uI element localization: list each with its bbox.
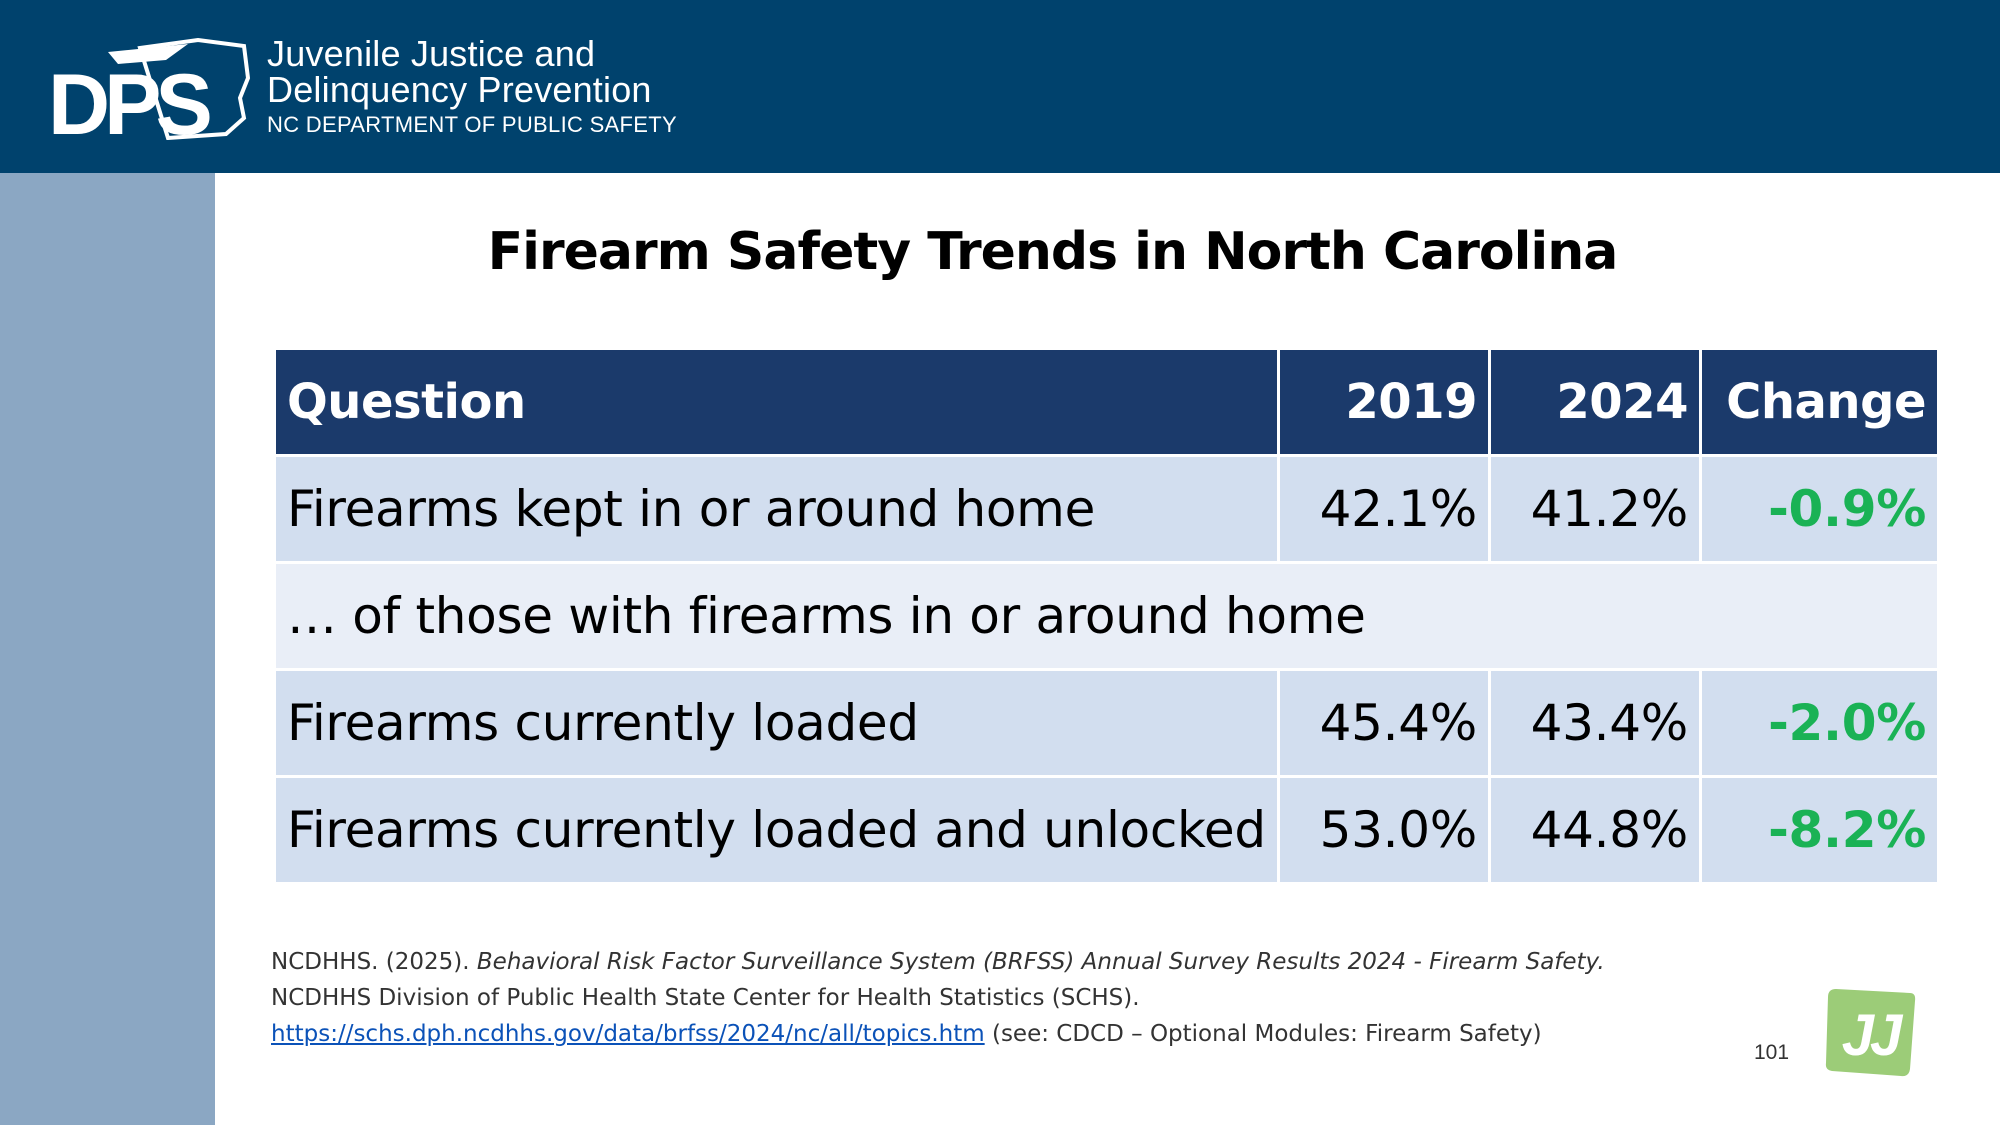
table-header-row: Question 2019 2024 Change (273, 347, 1940, 457)
citation-title: Behavioral Risk Factor Surveillance Syst… (476, 949, 1605, 975)
row-2019-value: 42.1% (1277, 454, 1491, 564)
table-row: Firearms kept in or around home 42.1% 41… (273, 454, 1940, 564)
table-row: Firearms currently loaded and unlocked 5… (273, 775, 1940, 885)
side-accent-bar (0, 173, 215, 1125)
org-name: Juvenile Justice and Delinquency Prevent… (267, 36, 677, 140)
citation-link[interactable]: https://schs.dph.ncdhhs.gov/data/brfss/2… (271, 1021, 985, 1047)
row-2024-value: 41.2% (1488, 454, 1702, 564)
header-bar: DPS Juvenile Justice and Delinquency Pre… (0, 0, 2000, 173)
citation-author: NCDHHS. (2025). (271, 949, 477, 975)
row-subheader: … of those with firearms in or around ho… (273, 561, 1940, 671)
jj-badge-logo: JJ (1825, 989, 1916, 1077)
citation-publisher: NCDHHS Division of Public Health State C… (271, 985, 1140, 1011)
header-question: Question (273, 347, 1280, 457)
row-change-value: -8.2% (1699, 775, 1940, 885)
table-row: Firearms currently loaded 45.4% 43.4% -2… (273, 668, 1940, 778)
row-2019-value: 45.4% (1277, 668, 1491, 778)
firearm-safety-table: Question 2019 2024 Change Firearms kept … (273, 347, 1940, 885)
row-2024-value: 43.4% (1488, 668, 1702, 778)
citation-line-3: https://schs.dph.ncdhhs.gov/data/brfss/2… (271, 1016, 1721, 1052)
row-2024-value: 44.8% (1488, 775, 1702, 885)
citation-line-1: NCDHHS. (2025). Behavioral Risk Factor S… (271, 944, 1721, 980)
row-change-value: -2.0% (1699, 668, 1940, 778)
row-question: Firearms currently loaded (273, 668, 1280, 778)
dps-logo-text: DPS (48, 57, 209, 140)
header-change: Change (1699, 347, 1940, 457)
row-change-value: -0.9% (1699, 454, 1940, 564)
source-citation: NCDHHS. (2025). Behavioral Risk Factor S… (271, 944, 1721, 1052)
header-2024: 2024 (1488, 347, 1702, 457)
page-number: 101 (1754, 1041, 1790, 1064)
slide-title: Firearm Safety Trends in North Carolina (487, 222, 1619, 282)
table-subheader-row: … of those with firearms in or around ho… (273, 561, 1940, 671)
row-2019-value: 53.0% (1277, 775, 1491, 885)
org-line-1: Juvenile Justice and (267, 33, 596, 74)
org-line-3: NC DEPARTMENT OF PUBLIC SAFETY (267, 112, 677, 137)
row-question: Firearms currently loaded and unlocked (273, 775, 1280, 885)
citation-note: (see: CDCD – Optional Modules: Firearm S… (984, 1021, 1542, 1047)
dps-logo: DPS (48, 38, 251, 140)
org-line-2: Delinquency Prevention (267, 69, 652, 110)
jj-badge-text: JJ (1842, 1003, 1904, 1068)
row-question: Firearms kept in or around home (273, 454, 1280, 564)
header-2019: 2019 (1277, 347, 1491, 457)
